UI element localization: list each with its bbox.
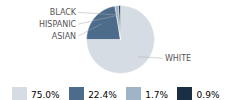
svg-text:WHITE: WHITE xyxy=(165,54,191,63)
html-text:1.7%: 1.7% xyxy=(145,89,169,100)
svg-text:ASIAN: ASIAN xyxy=(52,32,76,41)
svg-text:BLACK: BLACK xyxy=(50,8,77,17)
html-text:75.0%: 75.0% xyxy=(31,89,60,100)
html-text:0.9%: 0.9% xyxy=(196,89,220,100)
html-text:22.4%: 22.4% xyxy=(88,89,117,100)
svg-text:HISPANIC: HISPANIC xyxy=(39,20,77,29)
